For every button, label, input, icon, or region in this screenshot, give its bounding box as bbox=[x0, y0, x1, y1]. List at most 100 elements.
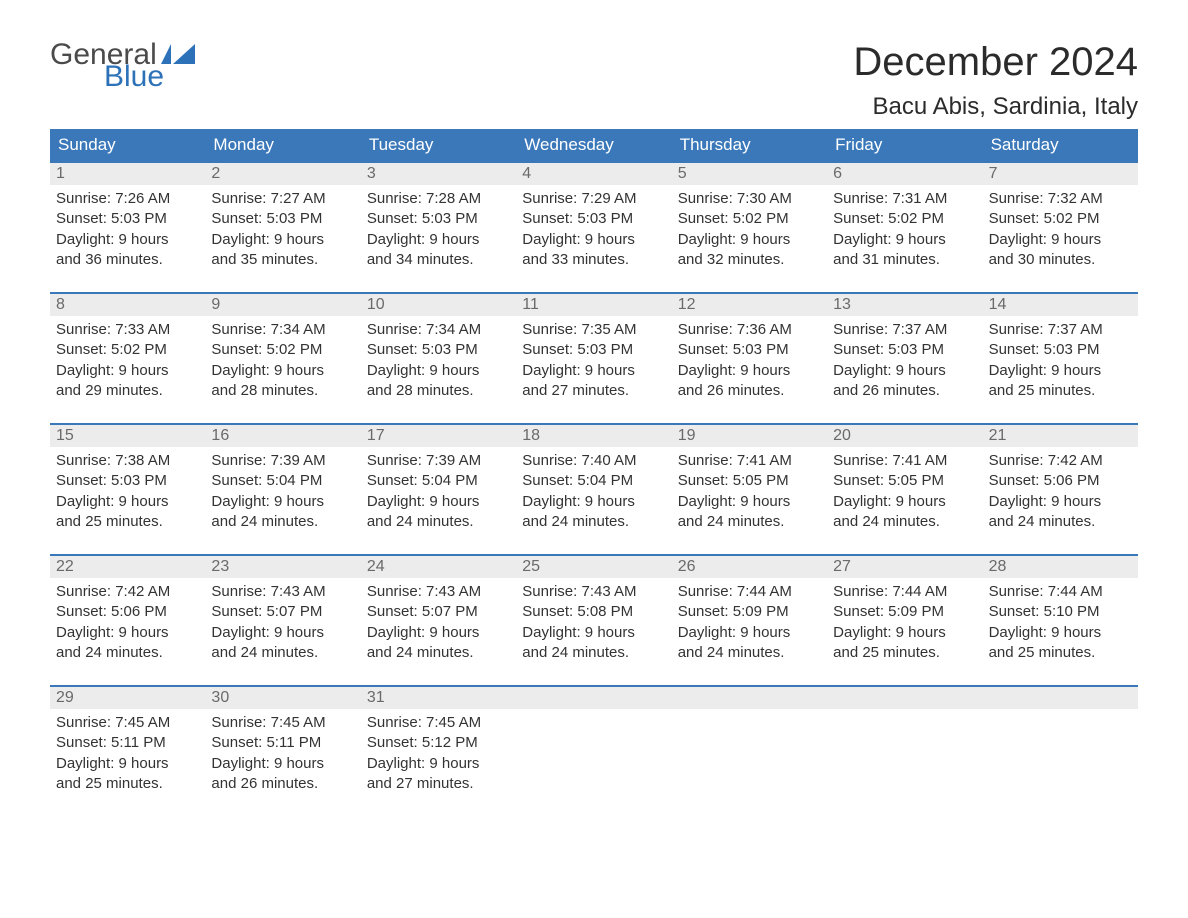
day-sunrise: Sunrise: 7:42 AM bbox=[56, 582, 199, 602]
day-sunrise: Sunrise: 7:42 AM bbox=[989, 451, 1132, 471]
day-cell: Sunrise: 7:45 AMSunset: 5:12 PMDaylight:… bbox=[361, 709, 516, 798]
flag-icon bbox=[161, 44, 195, 64]
day-daylight1: Daylight: 9 hours bbox=[56, 623, 199, 643]
day-cell: Sunrise: 7:34 AMSunset: 5:02 PMDaylight:… bbox=[205, 316, 360, 405]
daynum-strip: 1234567 bbox=[50, 163, 1138, 185]
empty-cell bbox=[983, 709, 1138, 798]
day-sunrise: Sunrise: 7:44 AM bbox=[833, 582, 976, 602]
day-sunrise: Sunrise: 7:37 AM bbox=[989, 320, 1132, 340]
day-sunset: Sunset: 5:08 PM bbox=[522, 602, 665, 622]
day-cell: Sunrise: 7:35 AMSunset: 5:03 PMDaylight:… bbox=[516, 316, 671, 405]
day-number: 11 bbox=[516, 294, 671, 316]
empty-cell bbox=[827, 709, 982, 798]
day-daylight2: and 28 minutes. bbox=[211, 381, 354, 401]
day-daylight1: Daylight: 9 hours bbox=[989, 623, 1132, 643]
day-daylight1: Daylight: 9 hours bbox=[211, 492, 354, 512]
dow-cell: Thursday bbox=[672, 129, 827, 161]
day-daylight2: and 29 minutes. bbox=[56, 381, 199, 401]
day-daylight1: Daylight: 9 hours bbox=[989, 361, 1132, 381]
day-cell: Sunrise: 7:42 AMSunset: 5:06 PMDaylight:… bbox=[983, 447, 1138, 536]
day-sunrise: Sunrise: 7:33 AM bbox=[56, 320, 199, 340]
day-number: 21 bbox=[983, 425, 1138, 447]
day-daylight2: and 26 minutes. bbox=[211, 774, 354, 794]
day-cell: Sunrise: 7:43 AMSunset: 5:07 PMDaylight:… bbox=[205, 578, 360, 667]
day-cell: Sunrise: 7:40 AMSunset: 5:04 PMDaylight:… bbox=[516, 447, 671, 536]
day-number bbox=[516, 687, 671, 709]
day-sunrise: Sunrise: 7:44 AM bbox=[678, 582, 821, 602]
day-daylight2: and 24 minutes. bbox=[211, 643, 354, 663]
day-sunset: Sunset: 5:03 PM bbox=[522, 340, 665, 360]
day-daylight2: and 24 minutes. bbox=[678, 512, 821, 532]
day-daylight2: and 35 minutes. bbox=[211, 250, 354, 270]
dow-cell: Tuesday bbox=[361, 129, 516, 161]
empty-cell bbox=[516, 709, 671, 798]
week-row: 891011121314Sunrise: 7:33 AMSunset: 5:02… bbox=[50, 292, 1138, 405]
day-cell: Sunrise: 7:41 AMSunset: 5:05 PMDaylight:… bbox=[672, 447, 827, 536]
day-sunset: Sunset: 5:05 PM bbox=[678, 471, 821, 491]
day-daylight1: Daylight: 9 hours bbox=[56, 230, 199, 250]
day-cell: Sunrise: 7:39 AMSunset: 5:04 PMDaylight:… bbox=[361, 447, 516, 536]
day-sunrise: Sunrise: 7:40 AM bbox=[522, 451, 665, 471]
day-sunset: Sunset: 5:12 PM bbox=[367, 733, 510, 753]
day-sunset: Sunset: 5:07 PM bbox=[211, 602, 354, 622]
day-cell: Sunrise: 7:30 AMSunset: 5:02 PMDaylight:… bbox=[672, 185, 827, 274]
day-number: 17 bbox=[361, 425, 516, 447]
day-number: 14 bbox=[983, 294, 1138, 316]
day-cell: Sunrise: 7:28 AMSunset: 5:03 PMDaylight:… bbox=[361, 185, 516, 274]
daynum-strip: 891011121314 bbox=[50, 294, 1138, 316]
day-cell: Sunrise: 7:26 AMSunset: 5:03 PMDaylight:… bbox=[50, 185, 205, 274]
day-number: 15 bbox=[50, 425, 205, 447]
day-daylight1: Daylight: 9 hours bbox=[989, 492, 1132, 512]
day-daylight1: Daylight: 9 hours bbox=[56, 754, 199, 774]
day-number: 26 bbox=[672, 556, 827, 578]
day-number: 3 bbox=[361, 163, 516, 185]
day-daylight2: and 25 minutes. bbox=[833, 643, 976, 663]
day-sunset: Sunset: 5:06 PM bbox=[989, 471, 1132, 491]
day-sunrise: Sunrise: 7:36 AM bbox=[678, 320, 821, 340]
brand-logo: General Blue bbox=[50, 40, 195, 92]
day-cell: Sunrise: 7:43 AMSunset: 5:08 PMDaylight:… bbox=[516, 578, 671, 667]
day-sunset: Sunset: 5:02 PM bbox=[833, 209, 976, 229]
day-number bbox=[827, 687, 982, 709]
location-subtitle: Bacu Abis, Sardinia, Italy bbox=[853, 93, 1138, 121]
day-sunrise: Sunrise: 7:43 AM bbox=[522, 582, 665, 602]
dow-cell: Monday bbox=[205, 129, 360, 161]
day-sunset: Sunset: 5:03 PM bbox=[678, 340, 821, 360]
day-daylight2: and 27 minutes. bbox=[522, 381, 665, 401]
day-daylight1: Daylight: 9 hours bbox=[989, 230, 1132, 250]
day-number: 4 bbox=[516, 163, 671, 185]
day-sunrise: Sunrise: 7:26 AM bbox=[56, 189, 199, 209]
day-daylight1: Daylight: 9 hours bbox=[678, 492, 821, 512]
day-sunrise: Sunrise: 7:35 AM bbox=[522, 320, 665, 340]
day-sunset: Sunset: 5:03 PM bbox=[56, 471, 199, 491]
day-daylight2: and 31 minutes. bbox=[833, 250, 976, 270]
day-daylight1: Daylight: 9 hours bbox=[367, 492, 510, 512]
day-number: 5 bbox=[672, 163, 827, 185]
day-sunrise: Sunrise: 7:45 AM bbox=[211, 713, 354, 733]
day-cell: Sunrise: 7:37 AMSunset: 5:03 PMDaylight:… bbox=[827, 316, 982, 405]
day-sunrise: Sunrise: 7:32 AM bbox=[989, 189, 1132, 209]
day-sunrise: Sunrise: 7:39 AM bbox=[367, 451, 510, 471]
day-daylight1: Daylight: 9 hours bbox=[522, 361, 665, 381]
dow-cell: Sunday bbox=[50, 129, 205, 161]
day-daylight1: Daylight: 9 hours bbox=[367, 754, 510, 774]
day-daylight2: and 25 minutes. bbox=[56, 512, 199, 532]
day-sunset: Sunset: 5:04 PM bbox=[211, 471, 354, 491]
day-sunrise: Sunrise: 7:34 AM bbox=[367, 320, 510, 340]
day-sunrise: Sunrise: 7:43 AM bbox=[367, 582, 510, 602]
day-sunset: Sunset: 5:06 PM bbox=[56, 602, 199, 622]
day-sunset: Sunset: 5:02 PM bbox=[678, 209, 821, 229]
day-daylight2: and 24 minutes. bbox=[678, 643, 821, 663]
day-number: 13 bbox=[827, 294, 982, 316]
day-daylight2: and 32 minutes. bbox=[678, 250, 821, 270]
day-sunset: Sunset: 5:03 PM bbox=[989, 340, 1132, 360]
day-sunset: Sunset: 5:09 PM bbox=[678, 602, 821, 622]
day-daylight2: and 27 minutes. bbox=[367, 774, 510, 794]
week-row: 1234567Sunrise: 7:26 AMSunset: 5:03 PMDa… bbox=[50, 161, 1138, 274]
day-daylight2: and 36 minutes. bbox=[56, 250, 199, 270]
day-number: 8 bbox=[50, 294, 205, 316]
day-daylight1: Daylight: 9 hours bbox=[211, 361, 354, 381]
day-daylight2: and 26 minutes. bbox=[833, 381, 976, 401]
day-sunrise: Sunrise: 7:39 AM bbox=[211, 451, 354, 471]
day-daylight2: and 24 minutes. bbox=[989, 512, 1132, 532]
